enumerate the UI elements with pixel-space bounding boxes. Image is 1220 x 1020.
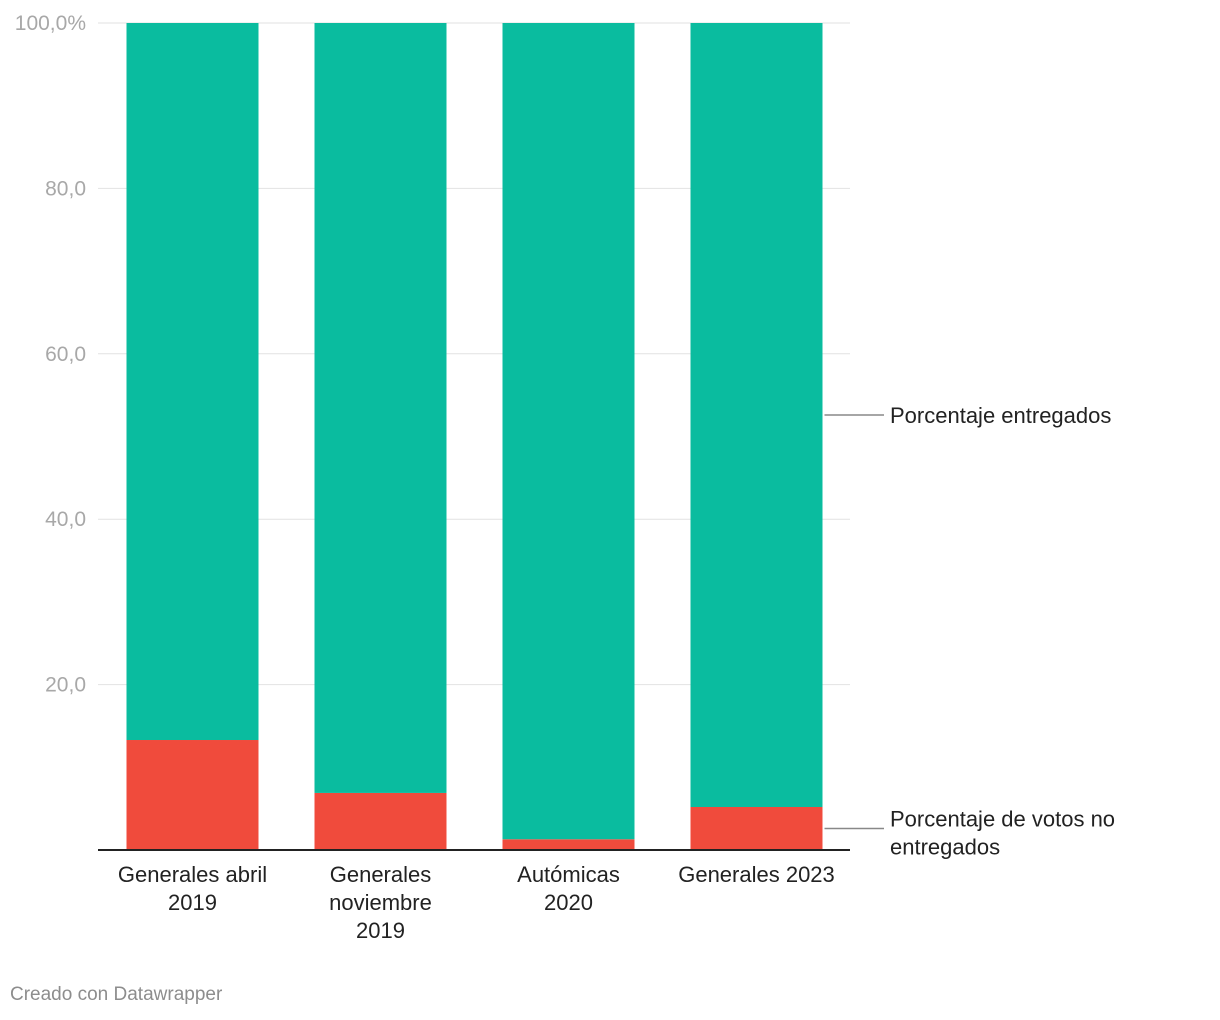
bar-segment-entregados xyxy=(314,23,447,793)
x-category-label: Generales abril 2019 xyxy=(118,862,267,915)
x-category-label: Generales 2023 xyxy=(678,862,835,887)
bar-segment-no-entregados xyxy=(502,839,635,850)
y-tick-label: 20,0 xyxy=(45,674,86,697)
y-axis-tick-labels: 20,0 40,0 60,0 80,0 100,0% xyxy=(15,12,86,697)
credit-text: Creado con Datawrapper xyxy=(10,984,223,1005)
x-axis-category-labels: Generales abril 2019 Generales noviembre 201… xyxy=(118,862,835,943)
bar-segment-no-entregados xyxy=(126,740,259,850)
stacked-bar-chart: 20,0 40,0 60,0 80,0 100,0% Generales abril 20… xyxy=(15,12,1115,943)
bar-segment-no-entregados xyxy=(690,806,823,850)
bar-segment-entregados xyxy=(126,23,259,741)
y-tick-label: 80,0 xyxy=(45,177,86,200)
series-label: Porcentaje de votos no entregados xyxy=(890,806,1115,859)
bar-segment-entregados xyxy=(502,23,635,840)
series-labels: Porcentaje de votos no entregados Porcenta… xyxy=(824,403,1115,859)
y-tick-label: 40,0 xyxy=(45,508,86,531)
x-category-label: Generales noviembre 2019 xyxy=(329,862,432,943)
y-tick-label: 100,0% xyxy=(15,12,86,35)
bar-segment-no-entregados xyxy=(314,792,447,850)
series-label: Porcentaje entregados xyxy=(890,403,1111,428)
bars xyxy=(126,23,823,850)
x-category-label: Autómicas 2020 xyxy=(517,862,620,915)
bar-segment-entregados xyxy=(690,23,823,807)
y-tick-label: 60,0 xyxy=(45,343,86,366)
